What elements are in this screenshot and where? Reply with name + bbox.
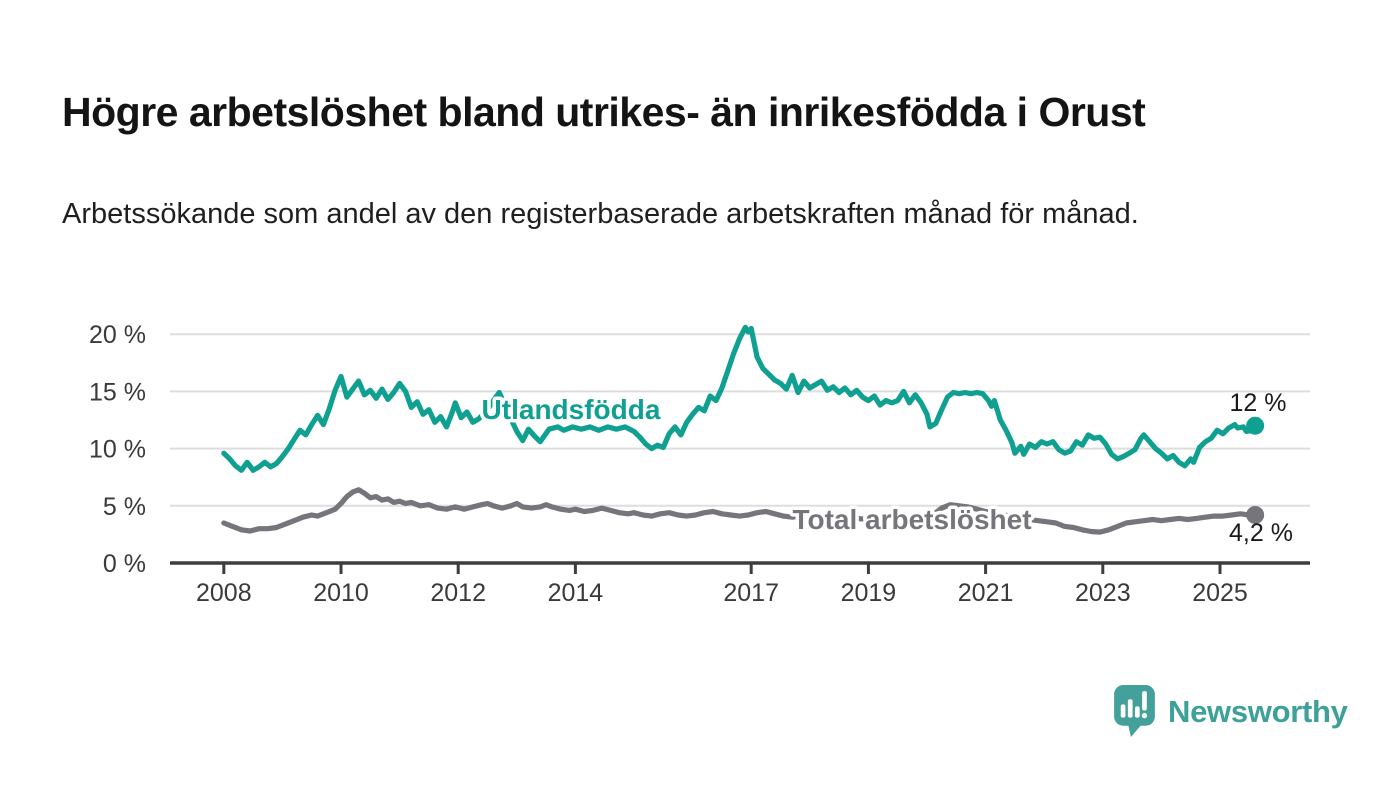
series-label-total-arbetsloshet: Total arbetslöshet xyxy=(792,504,1031,535)
series-line-utlandsfodda xyxy=(221,324,1258,473)
x-axis-tick-label: 2014 xyxy=(548,579,604,607)
chart-series xyxy=(221,324,1265,535)
series-end-dot-total-arbetsloshet xyxy=(1246,505,1265,524)
newsworthy-logo: Newsworthy xyxy=(1112,684,1348,739)
x-axis-tick-label: 2012 xyxy=(430,579,486,607)
logo-wordmark: Newsworthy xyxy=(1168,693,1348,729)
x-axis-tick-label: 2008 xyxy=(196,579,252,607)
chart-grid: 0 % 5 % 10 % 15 % 20 % 2008 2010 2012 2014 2017 20… xyxy=(89,321,1310,607)
logo-speech-bubble-icon xyxy=(1114,685,1155,737)
x-axis-tick-label: 2021 xyxy=(958,579,1014,607)
series-label-utlandsfodda: Utlandsfödda xyxy=(482,394,661,425)
y-axis-tick-label: 0 % xyxy=(103,550,146,578)
x-axis-tick-label: 2023 xyxy=(1075,579,1131,607)
y-axis-tick-label: 10 % xyxy=(89,436,146,464)
series-line-total-arbetsloshet xyxy=(221,487,1258,535)
x-axis-tick-label: 2025 xyxy=(1192,579,1248,607)
end-value-label-total-arbetsloshet: 4,2 % xyxy=(1229,519,1293,547)
page-subtitle: Arbetssökande som andel av den registerb… xyxy=(62,198,1139,230)
page-title: Högre arbetslöshet bland utrikes- än inr… xyxy=(62,89,1146,136)
unemployment-line-chart: 0 % 5 % 10 % 15 % 20 % 2008 2010 2012 2014 2017 20… xyxy=(89,321,1310,607)
y-axis-tick-label: 15 % xyxy=(89,378,146,406)
x-axis-tick-label: 2010 xyxy=(313,579,369,607)
x-axis-tick-label: 2017 xyxy=(723,579,779,607)
series-end-dot-utlandsfodda xyxy=(1246,416,1265,435)
x-axis-tick-label: 2019 xyxy=(841,579,897,607)
end-value-label-utlandsfodda: 12 % xyxy=(1230,389,1287,417)
y-axis-tick-label: 5 % xyxy=(103,493,146,521)
y-axis-tick-label: 20 % xyxy=(89,321,146,349)
